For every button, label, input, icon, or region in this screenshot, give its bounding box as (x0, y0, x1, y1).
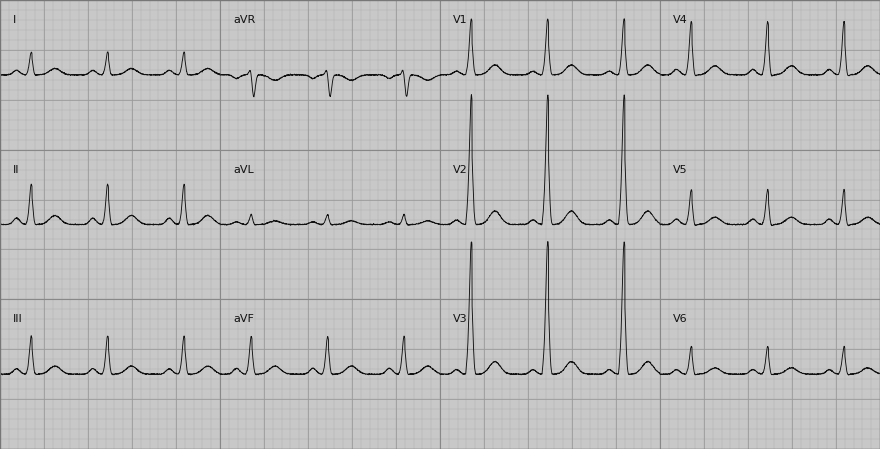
Text: aVR: aVR (233, 15, 255, 25)
Text: I: I (13, 15, 17, 25)
Text: V4: V4 (673, 15, 688, 25)
Text: III: III (13, 314, 23, 324)
Text: V5: V5 (673, 165, 688, 175)
Text: II: II (13, 165, 19, 175)
Text: aVF: aVF (233, 314, 254, 324)
Text: V2: V2 (453, 165, 468, 175)
Text: aVL: aVL (233, 165, 254, 175)
Text: V1: V1 (453, 15, 468, 25)
Text: V6: V6 (673, 314, 688, 324)
Text: V3: V3 (453, 314, 468, 324)
